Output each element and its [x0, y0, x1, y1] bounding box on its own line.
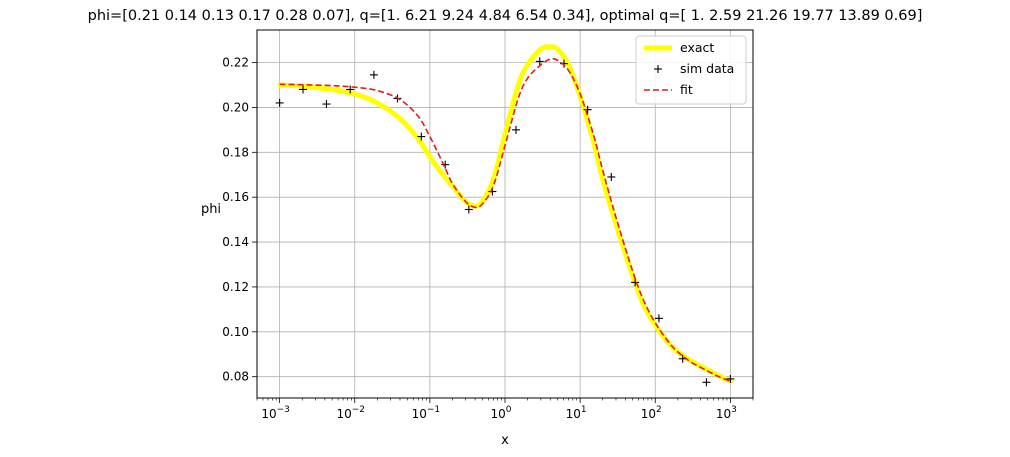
legend-label: fit — [680, 82, 693, 97]
x-axis-ticks: 10−3 10−2 10−1 100 101 102 103 — [256, 398, 754, 421]
data-point — [583, 105, 592, 114]
data-point — [535, 57, 544, 66]
legend-label: sim data — [680, 61, 734, 76]
y-tick-label: 0.18 — [222, 145, 249, 159]
legend-item-exact: exact — [644, 40, 714, 55]
series-line-fit — [279, 57, 731, 382]
x-tick-label: 102 — [641, 405, 662, 421]
data-point — [346, 85, 355, 94]
x-tick-label: 100 — [490, 405, 511, 421]
y-tick-label: 0.12 — [222, 280, 249, 294]
data-point — [511, 125, 520, 134]
data-point — [631, 278, 640, 287]
y-tick-label: 0.08 — [222, 370, 249, 384]
data-point — [654, 314, 663, 323]
series-layer — [275, 44, 735, 387]
data-point — [322, 100, 331, 109]
y-tick-label: 0.14 — [222, 235, 249, 249]
y-tick-label: 0.20 — [222, 100, 249, 114]
data-point — [441, 160, 450, 169]
x-tick-label: 10−1 — [412, 405, 441, 421]
data-point — [464, 205, 473, 214]
y-tick-label: 0.10 — [222, 325, 249, 339]
legend-box — [635, 35, 747, 105]
x-tick-label: 10−2 — [336, 405, 365, 421]
data-point — [369, 70, 378, 79]
legend-label: exact — [680, 40, 714, 55]
x-tick-label: 103 — [716, 405, 737, 421]
y-axis-label: phi — [201, 202, 221, 217]
x-tick-label: 101 — [566, 405, 587, 421]
chart-title: phi=[0.21 0.14 0.13 0.17 0.28 0.07], q=[… — [88, 8, 923, 24]
legend-item-fit: fit — [644, 82, 693, 97]
y-tick-label: 0.16 — [222, 190, 249, 204]
legend-item-sim-data: sim data — [654, 61, 734, 76]
series-line-exact — [277, 44, 733, 384]
data-point — [726, 374, 735, 383]
y-axis-ticks: 0.08 0.10 0.12 0.14 0.16 0.18 0.20 0.22 — [222, 56, 257, 384]
x-axis-label: x — [501, 433, 509, 448]
data-point — [417, 132, 426, 141]
data-point — [607, 172, 616, 181]
y-tick-label: 0.22 — [222, 56, 249, 70]
data-point — [275, 98, 284, 107]
x-tick-label: 10−3 — [261, 405, 290, 421]
data-point — [702, 378, 711, 387]
legend: exact sim data fit — [635, 35, 747, 105]
data-point — [299, 85, 308, 94]
